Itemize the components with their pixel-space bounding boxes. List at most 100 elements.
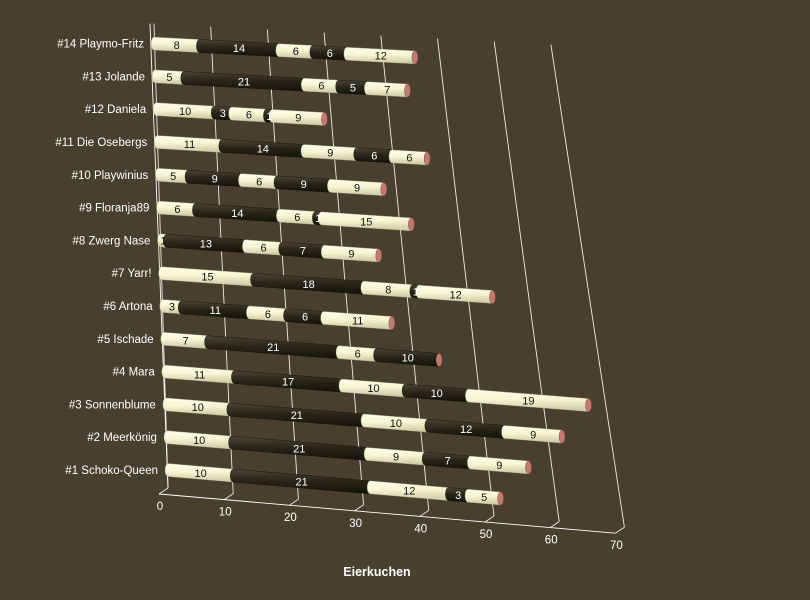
category-label: #12 Daniela [85, 104, 147, 116]
data-label: 3 [455, 490, 461, 502]
category-label: #3 Sonnenblume [69, 399, 156, 411]
data-label: 3 [220, 108, 226, 120]
category-label: #1 Schoko-Queen [65, 465, 158, 477]
grid-line [550, 44, 625, 528]
data-label: 6 [371, 150, 377, 162]
category-label: #14 Playmo-Fritz [57, 39, 144, 51]
x-tick-label: 70 [610, 540, 623, 552]
data-label: 6 [293, 46, 299, 58]
grid-line [437, 38, 495, 517]
grid-floor-line [223, 493, 234, 500]
data-label: 6 [327, 48, 333, 60]
labels-layer: 0 10 20 30 40 50 60 70 8 14 6 6 12 #14 Playmo-Fritz 5 2… [55, 39, 622, 553]
x-tick-label: 40 [414, 523, 427, 535]
grid-line [380, 35, 430, 511]
data-label: 9 [530, 429, 536, 441]
data-label: 1 [266, 111, 272, 123]
data-label: 7 [183, 335, 189, 347]
data-label: 21 [238, 76, 250, 88]
x-tick-label: 60 [545, 535, 558, 547]
x-tick-label: 30 [349, 518, 362, 530]
data-label: 5 [166, 72, 172, 84]
bar-end-cap [423, 151, 431, 166]
grid-floor-line [354, 504, 364, 512]
data-label: 9 [354, 183, 360, 195]
x-tick-label: 10 [219, 507, 232, 519]
data-label: 12 [460, 424, 472, 436]
data-label: 11 [352, 315, 363, 327]
grid-floor-line [289, 498, 299, 506]
bar-end-cap [388, 316, 395, 330]
data-label: 7 [445, 456, 451, 468]
data-label: 14 [233, 43, 245, 55]
data-label: 6 [406, 152, 412, 164]
data-label: 9 [301, 179, 307, 191]
data-label: 17 [282, 376, 294, 388]
bar-end-cap [380, 182, 387, 196]
grid-line [266, 29, 299, 500]
grid-floor-line [484, 515, 495, 523]
data-label: 10 [390, 418, 402, 430]
data-label: 6 [302, 312, 308, 324]
x-tick-label: 50 [480, 529, 493, 541]
data-label: 6 [174, 204, 180, 216]
data-label: 6 [246, 110, 252, 122]
data-label: 9 [348, 249, 354, 261]
bar-end-cap [497, 491, 504, 506]
data-label: 14 [257, 143, 269, 155]
data-label: 11 [194, 369, 205, 381]
data-label: 21 [296, 476, 308, 488]
data-label: 21 [293, 443, 305, 455]
data-label: 9 [295, 113, 301, 125]
y-axis-line [149, 23, 169, 489]
data-label: 6 [256, 176, 262, 188]
data-label: 9 [212, 173, 218, 185]
grid-line [493, 41, 560, 522]
category-label: #9 Floranja89 [79, 203, 149, 215]
data-label: 10 [367, 383, 379, 395]
grid-floor-line [158, 487, 169, 495]
data-label: 1 [315, 213, 321, 225]
bars-layer [150, 36, 592, 506]
data-label: 10 [179, 106, 191, 118]
data-label: 13 [200, 239, 212, 251]
data-label: 6 [318, 81, 324, 93]
data-label: 14 [231, 208, 243, 220]
bar-end-cap [375, 248, 382, 263]
bar-end-cap [525, 460, 532, 475]
data-label: 6 [355, 349, 361, 361]
data-label: 6 [260, 243, 266, 255]
bar-end-cap [408, 217, 415, 232]
data-label: 21 [291, 410, 303, 422]
data-label: 9 [393, 451, 399, 463]
data-label: 7 [300, 245, 306, 257]
data-label: 3 [169, 302, 175, 314]
category-label: #6 Artona [103, 301, 153, 313]
category-label: #4 Mara [113, 367, 156, 379]
data-label: 15 [360, 216, 372, 228]
data-label: 21 [267, 342, 279, 354]
grid-floor-line [419, 510, 430, 517]
grid-floor-line [615, 526, 625, 534]
bar-end-cap [558, 429, 566, 444]
data-label: 7 [384, 84, 390, 96]
data-label: 10 [402, 353, 414, 365]
data-label: 9 [327, 148, 333, 160]
data-label: 18 [302, 279, 314, 291]
category-label: #8 Zwerg Nase [72, 235, 150, 247]
bar-end-cap [585, 398, 592, 412]
data-label: 10 [192, 402, 204, 414]
x-tick-label: 20 [284, 512, 297, 524]
grid-line [323, 32, 365, 505]
data-label: 5 [350, 82, 356, 94]
data-label: 1 [160, 236, 166, 248]
data-label: 11 [184, 139, 195, 151]
data-label: 1 [413, 286, 419, 298]
bar-end-cap [435, 353, 443, 367]
x-axis-line [158, 493, 616, 534]
data-label: 12 [375, 51, 387, 63]
data-label: 12 [450, 289, 462, 301]
data-label: 5 [481, 492, 487, 504]
data-label: 15 [201, 272, 213, 284]
